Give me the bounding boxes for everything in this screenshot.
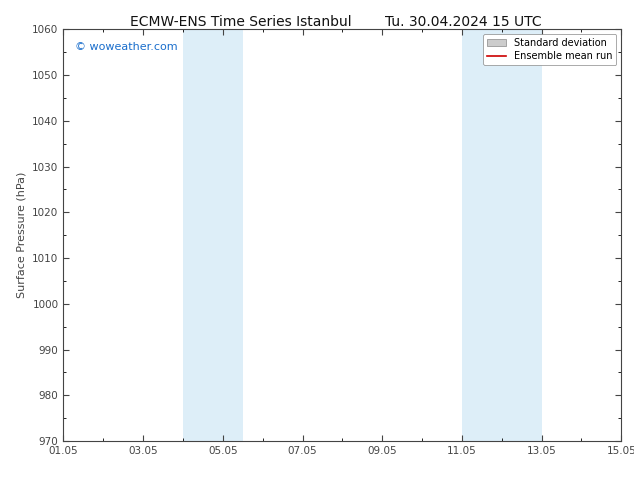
Bar	[183, 29, 243, 441]
Text: © woweather.com: © woweather.com	[75, 42, 177, 52]
Y-axis label: Surface Pressure (hPa): Surface Pressure (hPa)	[16, 172, 27, 298]
Text: ECMW-ENS Time Series Istanbul: ECMW-ENS Time Series Istanbul	[130, 15, 352, 29]
Bar	[462, 29, 541, 441]
Legend: Standard deviation, Ensemble mean run: Standard deviation, Ensemble mean run	[483, 34, 616, 65]
Text: Tu. 30.04.2024 15 UTC: Tu. 30.04.2024 15 UTC	[384, 15, 541, 29]
